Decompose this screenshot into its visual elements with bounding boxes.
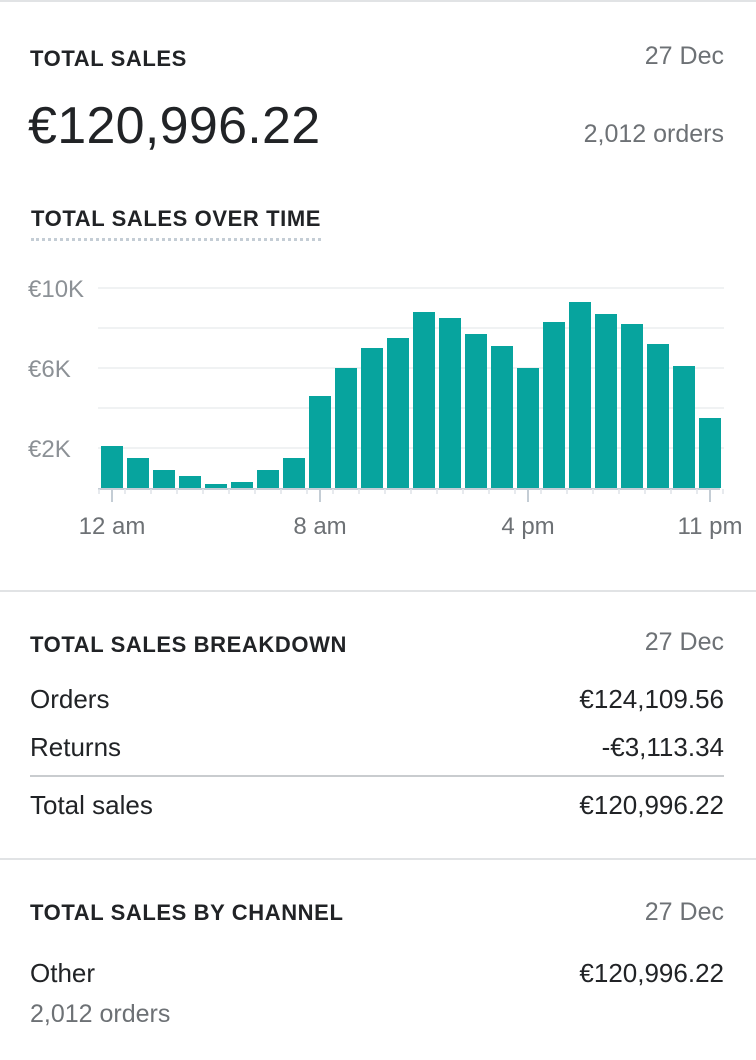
breakdown-row-label: Returns bbox=[30, 732, 122, 762]
channel-value: €120,996.22 bbox=[579, 958, 724, 988]
chart-bar[interactable] bbox=[543, 322, 565, 488]
breakdown-date: 27 Dec bbox=[644, 628, 724, 656]
total-sales-date: 27 Dec bbox=[644, 42, 724, 70]
chart-bar[interactable] bbox=[153, 470, 175, 488]
orders-count: 2,012 orders bbox=[583, 120, 724, 148]
breakdown-title: TOTAL SALES BREAKDOWN bbox=[30, 632, 347, 657]
chart-bar[interactable] bbox=[673, 366, 695, 488]
breakdown-row-label: Orders bbox=[30, 684, 110, 714]
x-tick-label: 8 am bbox=[293, 513, 346, 540]
chart-bar[interactable] bbox=[101, 446, 123, 488]
sales-over-time-chart[interactable]: €2K €6K €10K 12 am 8 am 4 pm 11 pm bbox=[0, 262, 756, 562]
channel-label: Other bbox=[30, 958, 96, 988]
y-tick-label: €2K bbox=[28, 436, 71, 463]
chart-bar[interactable] bbox=[647, 344, 669, 488]
total-sales-amount: €120,996.22 bbox=[28, 97, 321, 155]
y-tick-label: €6K bbox=[28, 356, 71, 383]
chart-bar[interactable] bbox=[621, 324, 643, 488]
total-sales-title: TOTAL SALES bbox=[30, 46, 187, 71]
chart-bar[interactable] bbox=[309, 396, 331, 488]
chart-bar[interactable] bbox=[257, 470, 279, 488]
chart-bar[interactable] bbox=[413, 312, 435, 488]
y-tick-label: €10K bbox=[28, 276, 84, 303]
chart-bar[interactable] bbox=[205, 484, 227, 488]
chart-bar[interactable] bbox=[179, 476, 201, 488]
sales-by-channel-card[interactable]: TOTAL SALES BY CHANNEL 27 Dec Other €120… bbox=[0, 860, 756, 1060]
chart-title[interactable]: TOTAL SALES OVER TIME bbox=[31, 206, 322, 241]
chart-bar[interactable] bbox=[335, 368, 357, 488]
breakdown-total-value: €120,996.22 bbox=[579, 790, 724, 820]
chart-bar[interactable] bbox=[387, 338, 409, 488]
breakdown-total-label: Total sales bbox=[30, 790, 153, 820]
chart-bar[interactable] bbox=[465, 334, 487, 488]
top-divider bbox=[0, 0, 756, 2]
chart-bar[interactable] bbox=[439, 318, 461, 488]
breakdown-row-value: -€3,113.34 bbox=[601, 732, 724, 762]
x-tick-label: 11 pm bbox=[678, 513, 743, 540]
chart-bar[interactable] bbox=[283, 458, 305, 488]
breakdown-total-divider bbox=[30, 775, 724, 777]
chart-bar[interactable] bbox=[699, 418, 721, 488]
channel-orders: 2,012 orders bbox=[30, 1000, 171, 1028]
chart-bar[interactable] bbox=[595, 314, 617, 488]
chart-bar[interactable] bbox=[231, 482, 253, 488]
chart-bar[interactable] bbox=[569, 302, 591, 488]
by-channel-date: 27 Dec bbox=[644, 898, 724, 926]
sales-breakdown-card[interactable]: TOTAL SALES BREAKDOWN 27 Dec Orders €124… bbox=[0, 592, 756, 860]
x-tick-label: 12 am bbox=[79, 513, 146, 540]
chart-bar[interactable] bbox=[361, 348, 383, 488]
by-channel-title: TOTAL SALES BY CHANNEL bbox=[30, 900, 344, 925]
x-tick-label: 4 pm bbox=[501, 513, 554, 540]
chart-bar[interactable] bbox=[517, 368, 539, 488]
chart-bar[interactable] bbox=[491, 346, 513, 488]
chart-bar[interactable] bbox=[127, 458, 149, 488]
breakdown-row-value: €124,109.56 bbox=[579, 684, 724, 714]
total-sales-card[interactable]: TOTAL SALES 27 Dec €120,996.22 2,012 ord… bbox=[0, 2, 756, 592]
